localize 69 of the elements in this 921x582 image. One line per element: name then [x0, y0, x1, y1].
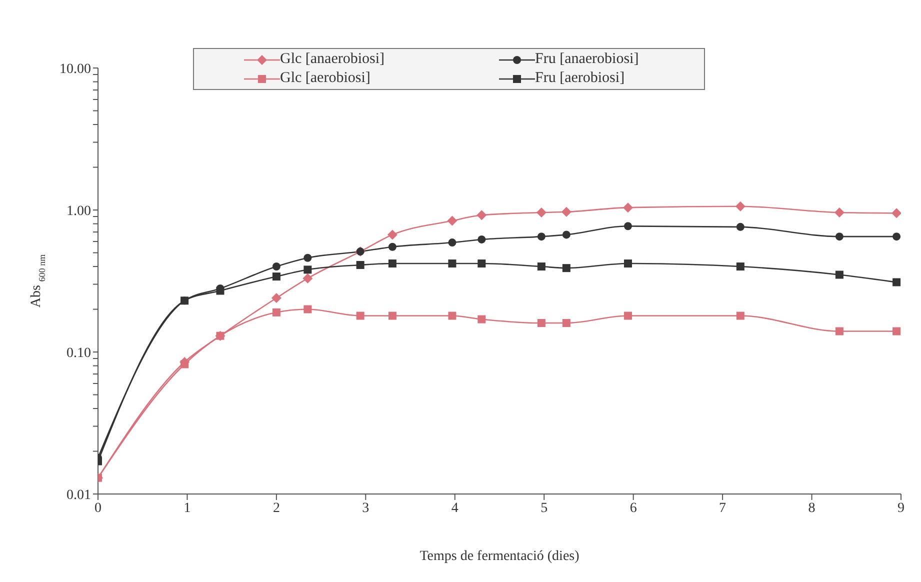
point — [304, 266, 312, 274]
point — [271, 293, 282, 304]
legend-label: Glc [aerobiosi] — [280, 70, 370, 87]
point — [388, 312, 396, 320]
point — [216, 286, 224, 295]
y-tick-label: 10.00 — [60, 62, 91, 77]
point — [835, 327, 844, 336]
point — [561, 206, 572, 217]
x-tick-label: 3 — [362, 500, 370, 516]
x-tick-label: 5 — [540, 500, 548, 516]
legend-label: Glc [anaerobiosi] — [280, 51, 385, 68]
point — [835, 232, 844, 241]
x-tick-label: 1 — [184, 500, 191, 516]
point — [478, 235, 486, 244]
point — [356, 260, 364, 269]
point — [387, 230, 398, 240]
x-tick-label: 2 — [272, 500, 280, 516]
point — [562, 264, 570, 272]
point — [304, 254, 312, 262]
point — [624, 222, 632, 230]
point — [448, 312, 456, 320]
legend-label: Fru [anaerobiosi] — [535, 51, 639, 68]
x-tick-label: 7 — [719, 500, 726, 516]
point — [448, 238, 456, 247]
y-tick-label: 1.00 — [66, 204, 91, 219]
x-tick-label: 4 — [451, 500, 458, 516]
point — [736, 222, 744, 231]
point — [735, 201, 746, 212]
point — [892, 278, 901, 286]
point — [180, 360, 189, 368]
point — [448, 260, 456, 268]
point — [302, 273, 313, 284]
point — [892, 327, 901, 336]
y-tick-label: 0.01 — [66, 488, 91, 503]
point — [835, 270, 844, 279]
point — [272, 272, 280, 281]
point — [476, 210, 487, 220]
point — [216, 332, 224, 340]
point — [388, 242, 396, 251]
point — [304, 305, 312, 314]
point — [447, 216, 458, 226]
y-tick-label: 0.10 — [66, 346, 91, 361]
point — [537, 232, 546, 241]
x-axis-title: Temps de fermentació (dies) — [420, 548, 580, 564]
point — [272, 308, 280, 316]
point — [562, 230, 570, 239]
x-tick-label: 8 — [808, 500, 816, 516]
point — [388, 260, 396, 268]
point — [537, 262, 546, 271]
x-tick-label: 9 — [898, 500, 904, 516]
point — [892, 208, 901, 218]
point — [736, 262, 744, 271]
point — [562, 319, 570, 328]
point — [537, 319, 546, 328]
point — [536, 208, 546, 218]
point — [834, 208, 844, 218]
point — [622, 202, 633, 213]
legend-label: Fru [aerobiosi] — [535, 70, 625, 87]
point — [892, 232, 901, 241]
point — [356, 312, 364, 320]
point — [478, 260, 486, 268]
point — [478, 315, 486, 324]
point — [736, 312, 744, 320]
x-tick-label: 6 — [630, 500, 637, 516]
point — [272, 262, 280, 271]
point — [624, 260, 632, 268]
point — [180, 296, 189, 305]
point — [624, 312, 632, 320]
x-tick-label: 0 — [94, 500, 102, 516]
